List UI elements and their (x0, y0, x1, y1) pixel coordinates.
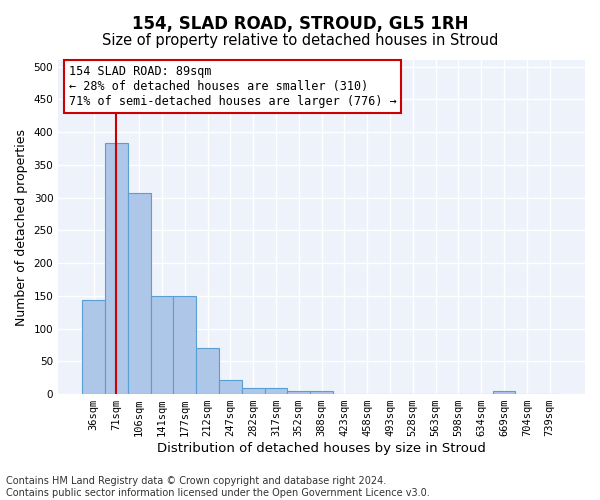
Bar (82, 300, 105, 394)
Text: Contains HM Land Registry data © Crown copyright and database right 2024.
Contai: Contains HM Land Registry data © Crown c… (6, 476, 430, 498)
Bar (151, 296, 173, 394)
X-axis label: Distribution of detached houses by size in Stroud: Distribution of detached houses by size … (157, 442, 486, 455)
Bar (242, 388, 265, 394)
Bar (196, 348, 219, 394)
Bar (128, 193, 151, 394)
Text: 154 SLAD ROAD: 89sqm
← 28% of detached houses are smaller (310)
71% of semi-deta: 154 SLAD ROAD: 89sqm ← 28% of detached h… (69, 65, 397, 108)
Bar (105, 142, 128, 394)
Bar (219, 380, 242, 394)
Bar (265, 388, 287, 394)
Bar (173, 296, 196, 394)
Text: Size of property relative to detached houses in Stroud: Size of property relative to detached ho… (102, 32, 498, 48)
Bar (493, 391, 515, 394)
Text: 154, SLAD ROAD, STROUD, GL5 1RH: 154, SLAD ROAD, STROUD, GL5 1RH (132, 15, 468, 33)
Bar (287, 391, 310, 394)
Bar (310, 391, 333, 394)
Y-axis label: Number of detached properties: Number of detached properties (15, 128, 28, 326)
